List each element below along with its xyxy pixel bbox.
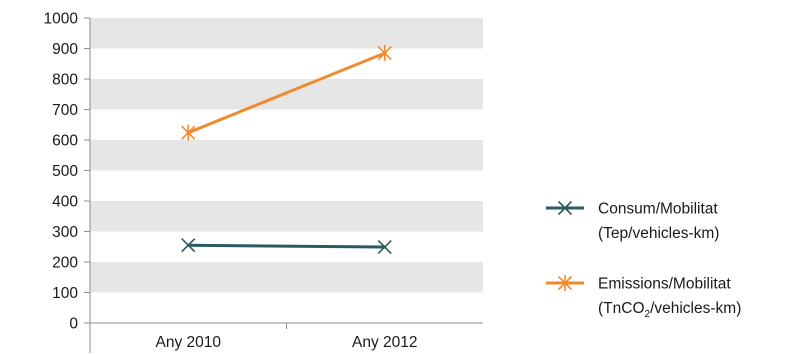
series-group	[181, 45, 392, 255]
data-point-1-1	[181, 238, 196, 253]
grid-band	[90, 262, 483, 293]
data-point-1-2	[377, 239, 392, 255]
data-point-2-2	[377, 45, 392, 62]
legend-swatch-marker	[557, 200, 573, 216]
marker-stroke	[377, 239, 392, 255]
legend-item-1: Consum/Mobilitat (Tep/vehicles-km)	[546, 200, 719, 242]
legend-label-line2: (TnCO2/vehicles-km)	[598, 300, 741, 320]
legend-label-part: /vehicles-km)	[650, 300, 741, 317]
marker-stroke	[557, 200, 573, 216]
grid-bands	[90, 18, 483, 293]
y-tick-label: 800	[52, 72, 78, 89]
legend-label-part: (TnCO	[598, 300, 645, 317]
grid-band	[90, 140, 483, 171]
grid-band	[90, 201, 483, 232]
y-tick-label: 400	[52, 194, 78, 211]
legend-item-2: Emissions/Mobilitat (TnCO2/vehicles-km)	[546, 275, 741, 320]
x-axis-ticks: Any 2010 Any 2012	[156, 334, 418, 351]
y-tick-label: 200	[52, 255, 78, 272]
y-tick-label: 100	[52, 285, 78, 302]
legend-label-subscript: 2	[645, 309, 651, 320]
legend: Consum/Mobilitat (Tep/vehicles-km) Emissio…	[546, 200, 741, 320]
x-tick-label: Any 2012	[352, 334, 418, 351]
grid-band	[90, 18, 483, 49]
y-tick-label: 0	[69, 316, 78, 333]
y-tick-label: 700	[52, 102, 78, 119]
x-tick-label: Any 2010	[156, 334, 222, 351]
y-tick-label: 500	[52, 163, 78, 180]
series-line-2	[186, 51, 387, 135]
series-line-1	[186, 243, 387, 249]
y-tick-label: 300	[52, 224, 78, 241]
marker-stroke	[181, 238, 196, 253]
y-tick-label: 1000	[44, 11, 79, 28]
legend-label-line2: (Tep/vehicles-km)	[598, 225, 719, 242]
y-tick-label: 900	[52, 41, 78, 58]
legend-swatch-marker	[557, 275, 573, 291]
y-tick-label: 600	[52, 133, 78, 150]
axes	[89, 18, 483, 353]
legend-label-line1: Consum/Mobilitat	[598, 201, 718, 218]
legend-label-line1: Emissions/Mobilitat	[598, 276, 731, 293]
y-axis-ticks: 0 100 200 300 400 500 600 700 800 900 1000	[44, 11, 90, 333]
data-point-2-1	[181, 124, 196, 141]
